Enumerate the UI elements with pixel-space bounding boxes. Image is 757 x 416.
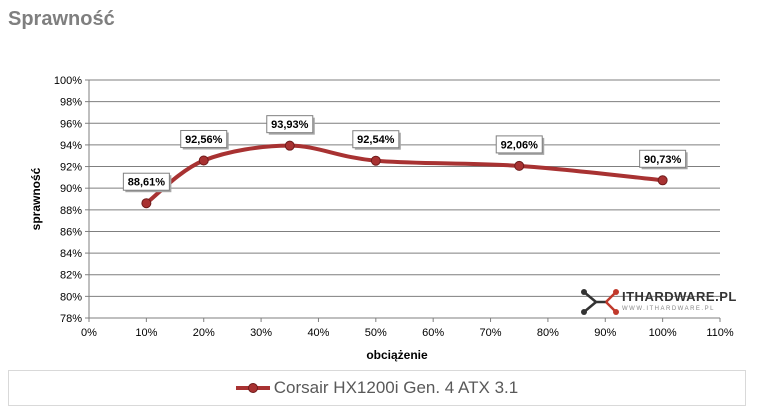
data-label-text: 90,73% [644,154,682,166]
watermark-logo: ITHARDWARE.PL WWW.ITHARDWARE.PL [578,287,736,317]
x-tick-label: 70% [480,327,502,339]
data-label-text: 92,56% [185,134,223,146]
data-label: 88,61% [122,172,172,193]
x-axis-title: obciążenie [366,348,428,362]
data-labels: 88,61% 92,56% 93,93% 92,54% 92,06% 90,73% [122,115,688,193]
y-tick-label: 98% [60,97,82,109]
molecule-logo-icon [581,289,619,315]
data-label: 93,93% [266,115,315,135]
y-tick-label: 100% [54,75,82,87]
x-tick-label: 20% [193,327,215,339]
logo-text: ITHARDWARE.PL [622,289,737,304]
data-label: 92,56% [180,129,229,150]
y-tick-label: 80% [60,291,82,303]
x-tick-label: 60% [422,327,444,339]
data-point [514,160,525,171]
y-tick-label: 94% [60,140,82,152]
legend-marker [235,383,270,393]
grid-lines [89,79,720,297]
data-point [141,198,152,209]
y-tick-label: 88% [60,205,82,217]
data-point [657,175,668,186]
legend-entry: Corsair HX1200i Gen. 4 ATX 3.1 [273,378,519,397]
y-tick-label: 86% [60,226,82,238]
y-tick-label: 82% [60,270,82,282]
x-tick-label: 80% [537,327,559,339]
data-point [284,140,295,151]
series-line [145,143,663,205]
x-tick-label: 10% [135,327,157,339]
legend: Corsair HX1200i Gen. 4 ATX 3.1 [8,370,746,406]
data-label-text: 93,93% [271,119,309,131]
y-tick-label: 92% [60,162,82,174]
x-tick-label: 0% [81,327,97,339]
data-label: 90,73% [639,149,688,170]
data-label: 92,06% [495,135,545,155]
y-tick-label: 84% [60,248,82,260]
data-label-text: 92,06% [501,139,539,151]
x-tick-label: 50% [365,327,387,339]
x-tick-label: 30% [250,327,272,339]
page-title: Sprawność [8,8,115,30]
axes [85,79,721,322]
x-tick-label: 110% [706,327,734,339]
y-tick-label: 96% [60,118,82,130]
x-tick-label: 40% [307,327,329,339]
data-label: 92,54% [352,130,401,150]
data-label-text: 92,54% [357,134,395,146]
y-tick-label: 78% [60,313,82,325]
data-point [198,155,209,166]
x-tick-labels: 0% 10% 20% 30% 40% 50% 60% 70% 80% 90% 100% 110% [81,327,734,339]
data-point [370,155,381,166]
x-tick-label: 90% [594,327,616,339]
x-tick-label: 100% [649,327,677,339]
data-label-text: 88,61% [128,177,166,189]
y-tick-labels: 78% 80% 82% 84% 86% 88% 90% 92% 94% 96% 98% 100% [54,75,82,325]
data-points [141,140,668,209]
y-tick-label: 90% [60,183,82,195]
y-axis-title: sprawność [29,167,43,230]
series-line-path [145,143,663,205]
logo-subtext: WWW.ITHARDWARE.PL [622,306,715,312]
